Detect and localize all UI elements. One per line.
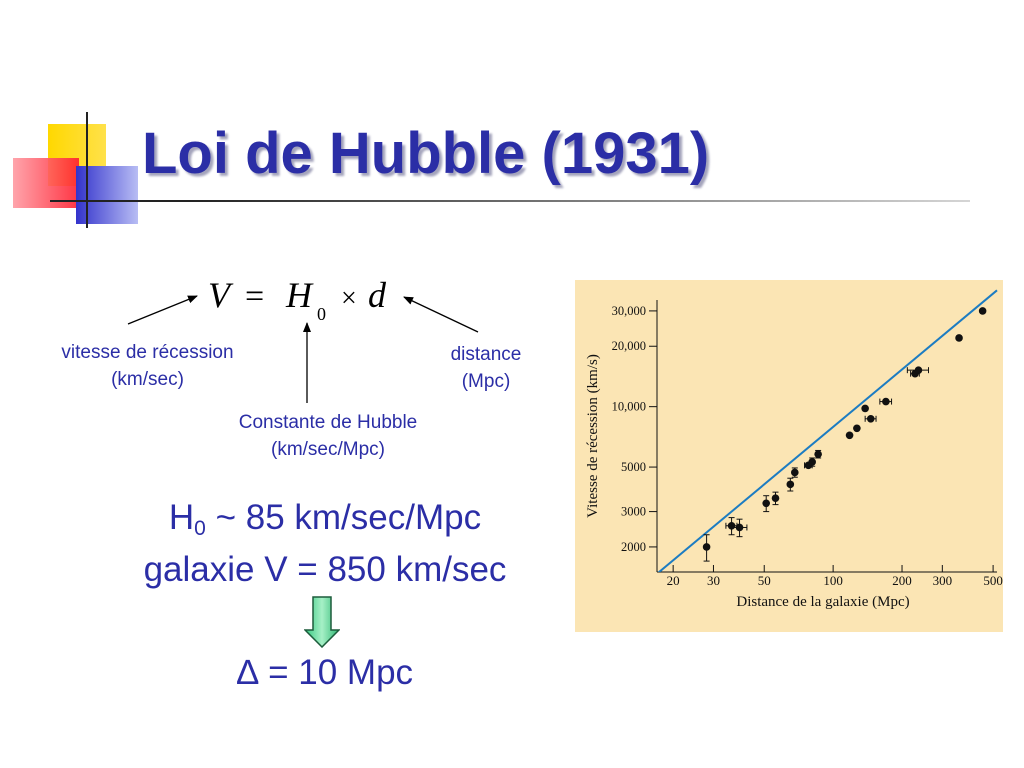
hubble-diagram-chart: 2000 3000 5000 10,000 20,000 30,000 20 30 50 100 2… [585,289,1003,610]
data-point [845,431,854,440]
x-tick-label: 200 [892,573,912,588]
formula-v: V [208,275,234,315]
formula-d: d [368,275,387,315]
hubble-constant-annotation: Constante de Hubble (km/sec/Mpc) [215,409,441,463]
x-tick-label: 20 [667,573,680,588]
y-tick-label: 3000 [621,505,646,519]
h0-value-line: H0 ~ 85 km/sec/Mpc [60,497,590,550]
data-point [790,468,799,477]
data-point [735,523,744,532]
formula-equals: = [245,278,264,315]
data-point [762,499,770,508]
distance-annotation-line2: (Mpc) [461,371,511,392]
y-tick-label: 5000 [621,460,646,474]
data-point [702,543,711,551]
title-underline [50,200,970,202]
fit-line [657,289,998,572]
data-point [814,450,822,458]
distance-annotation-line1: distance [450,344,522,365]
velocity-annotation-line2: (km/sec) [111,369,184,390]
y-tick-label: 30,000 [612,304,646,318]
data-point [914,366,923,374]
decor-red-square [13,158,79,208]
hubble-diagram-panel: 2000 3000 5000 10,000 20,000 30,000 20 30 50 100 2… [575,280,1003,632]
formula-times: × [341,283,357,314]
arrow-to-distance [403,296,479,333]
data-point [771,494,780,502]
data-point [866,414,875,423]
data-point [882,397,890,406]
h0-value: ~ 85 km/sec/Mpc [205,498,482,537]
x-tick-label: 50 [758,573,771,588]
x-tick-label: 100 [823,573,843,588]
hubble-annotation-line2: (km/sec/Mpc) [271,439,385,460]
data-point [786,480,795,489]
x-axis-label: Distance de la galaxie (Mpc) [736,594,909,610]
x-tick-label: 30 [707,573,720,588]
distance-result-line: ∆ = 10 Mpc [236,653,414,692]
y-tick-label: 2000 [621,540,646,554]
down-arrow-icon [304,596,340,648]
hubble-formula: V = H 0 × d [208,275,387,324]
formula-h-subscript: 0 [317,304,326,324]
slide-title: Loi de Hubble (1931) [142,121,710,186]
data-point [808,458,816,466]
y-axis-label: Vitesse de récession (km/s) [585,354,601,518]
distance-annotation: distance (Mpc) [436,341,536,395]
data-point [853,424,861,433]
velocity-annotation: vitesse de récession (km/sec) [40,339,255,393]
h0-symbol: H [168,498,195,537]
galaxy-velocity-line: galaxie V = 850 km/sec [143,550,507,589]
x-tick-label: 300 [933,573,953,588]
data-point [978,307,987,315]
y-tick-label: 20,000 [612,339,646,353]
velocity-annotation-line1: vitesse de récession [61,342,234,363]
decor-vertical-line [86,112,88,228]
h0-subscript: 0 [194,517,206,540]
hubble-annotation-line1: Constante de Hubble [238,412,418,433]
y-tick-label: 10,000 [612,400,646,414]
formula-h: H [285,275,314,315]
arrow-to-velocity [127,295,198,325]
x-tick-label: 500 [983,573,1003,588]
data-point [861,404,869,413]
data-point [955,334,963,342]
